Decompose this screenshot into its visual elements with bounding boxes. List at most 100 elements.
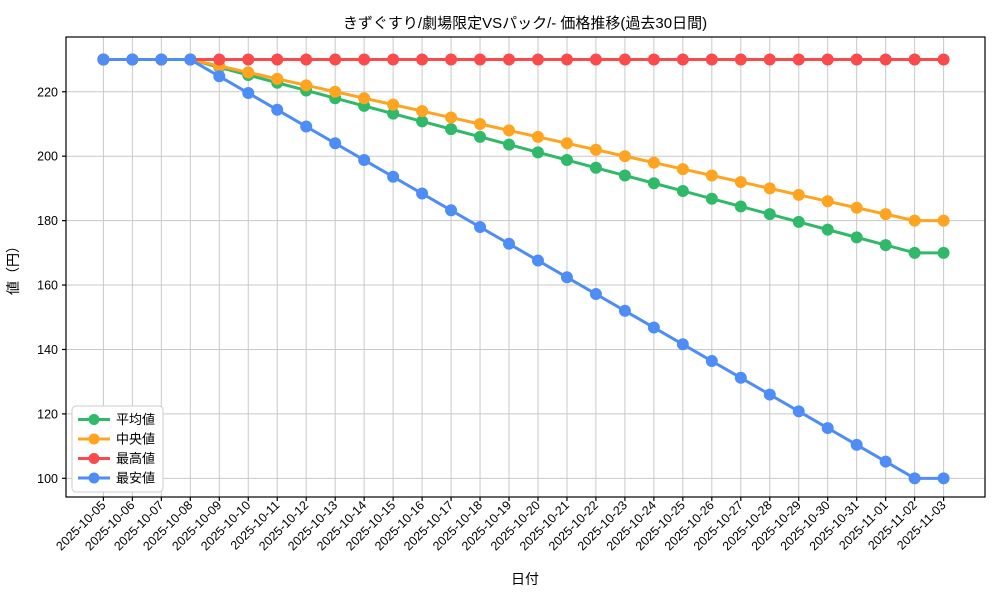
data-point-中央値 xyxy=(329,85,342,98)
legend-item-平均値: 平均値 xyxy=(78,412,155,427)
y-tick-label: 220 xyxy=(37,85,58,99)
data-point-平均値 xyxy=(445,123,458,136)
data-point-最高値 xyxy=(329,53,342,66)
series-line-最安値 xyxy=(103,58,944,480)
data-point-平均値 xyxy=(908,246,921,259)
data-point-中央値 xyxy=(618,150,631,163)
data-point-平均値 xyxy=(676,184,689,197)
data-point-最高値 xyxy=(387,53,400,66)
data-point-最高値 xyxy=(416,53,429,66)
data-point-平均値 xyxy=(763,208,776,221)
data-point-中央値 xyxy=(589,143,602,156)
gridlines xyxy=(66,37,985,497)
data-point-最安値 xyxy=(937,472,950,485)
data-point-中央値 xyxy=(850,201,863,214)
data-point-最安値 xyxy=(213,70,226,83)
axis-ticks xyxy=(62,91,945,501)
data-point-平均値 xyxy=(503,138,516,151)
data-point-平均値 xyxy=(821,223,834,236)
data-point-中央値 xyxy=(387,98,400,111)
data-point-最高値 xyxy=(560,53,573,66)
legend-label: 最高値 xyxy=(116,451,155,466)
data-point-最高値 xyxy=(821,53,834,66)
x-tick-labels: 2025-10-052025-10-062025-10-072025-10-08… xyxy=(53,498,948,553)
data-point-最安値 xyxy=(97,53,110,66)
data-point-最安値 xyxy=(416,187,429,200)
data-point-最高値 xyxy=(474,53,487,66)
data-point-中央値 xyxy=(300,79,313,92)
data-point-最高値 xyxy=(676,53,689,66)
data-point-最高値 xyxy=(213,53,226,66)
data-point-平均値 xyxy=(387,107,400,120)
data-point-最高値 xyxy=(531,53,544,66)
data-point-平均値 xyxy=(618,169,631,182)
chart-title: きずぐすり/劇場限定VSパック/- 価格推移(過去30日間) xyxy=(343,15,707,32)
data-point-中央値 xyxy=(416,105,429,118)
y-tick-label: 180 xyxy=(37,214,58,228)
legend-label: 平均値 xyxy=(116,412,155,427)
data-point-最高値 xyxy=(503,53,516,66)
data-point-中央値 xyxy=(242,66,255,79)
data-point-中央値 xyxy=(908,214,921,227)
data-point-最安値 xyxy=(676,338,689,351)
data-point-中央値 xyxy=(531,130,544,143)
data-point-平均値 xyxy=(474,130,487,143)
y-tick-label: 100 xyxy=(37,472,58,486)
data-point-最安値 xyxy=(184,53,197,66)
data-point-最安値 xyxy=(531,254,544,267)
data-point-中央値 xyxy=(734,175,747,188)
legend-item-最高値: 最高値 xyxy=(78,451,155,466)
y-tick-label: 200 xyxy=(37,150,58,164)
data-point-平均値 xyxy=(416,115,429,128)
data-point-平均値 xyxy=(850,231,863,244)
data-point-最高値 xyxy=(300,53,313,66)
data-point-最高値 xyxy=(879,53,892,66)
data-point-中央値 xyxy=(821,195,834,208)
data-point-中央値 xyxy=(445,111,458,124)
data-point-平均値 xyxy=(589,161,602,174)
data-point-最安値 xyxy=(792,405,805,418)
legend-item-最安値: 最安値 xyxy=(78,471,155,486)
data-point-中央値 xyxy=(560,137,573,150)
data-point-最高値 xyxy=(445,53,458,66)
data-point-最高値 xyxy=(589,53,602,66)
legend-box xyxy=(71,405,164,493)
y-tick-labels: 100 120 140 160 180 200 220 xyxy=(37,85,58,486)
data-point-最安値 xyxy=(647,321,660,334)
data-point-最安値 xyxy=(271,103,284,116)
legend-marker-dot xyxy=(88,472,100,484)
legend-item-中央値: 中央値 xyxy=(78,432,155,447)
data-point-最安値 xyxy=(821,422,834,435)
data-point-最高値 xyxy=(705,53,718,66)
x-axis-label: 日付 xyxy=(511,571,539,587)
data-point-中央値 xyxy=(271,72,284,85)
data-point-最高値 xyxy=(358,53,371,66)
data-point-最高値 xyxy=(242,53,255,66)
data-point-最安値 xyxy=(879,455,892,468)
data-point-平均値 xyxy=(531,146,544,159)
data-point-中央値 xyxy=(358,92,371,105)
legend-marker-dot xyxy=(88,453,100,464)
data-point-中央値 xyxy=(763,182,776,195)
data-point-中央値 xyxy=(676,163,689,176)
data-point-中央値 xyxy=(474,117,487,130)
data-point-最安値 xyxy=(850,438,863,451)
data-point-最高値 xyxy=(647,53,660,66)
legend-marker-dot xyxy=(88,433,100,445)
y-axis-label: 値（円） xyxy=(5,239,21,295)
data-point-最高値 xyxy=(850,53,863,66)
data-point-平均値 xyxy=(560,154,573,167)
data-point-中央値 xyxy=(503,124,516,137)
data-point-最高値 xyxy=(937,53,950,66)
data-point-最安値 xyxy=(474,221,487,234)
y-tick-label: 140 xyxy=(37,343,58,357)
data-point-最安値 xyxy=(387,170,400,183)
legend-label: 中央値 xyxy=(116,432,155,447)
data-point-中央値 xyxy=(792,188,805,201)
data-point-最安値 xyxy=(560,271,573,284)
data-point-平均値 xyxy=(734,200,747,213)
plot-border xyxy=(65,36,986,498)
data-point-最安値 xyxy=(503,237,516,250)
